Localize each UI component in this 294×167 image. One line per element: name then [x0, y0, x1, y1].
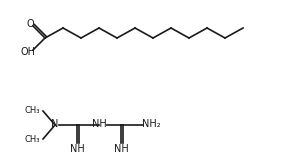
- Text: NH₂: NH₂: [142, 119, 160, 129]
- Text: N: N: [51, 119, 59, 129]
- Text: NH: NH: [92, 119, 106, 129]
- Text: CH₃: CH₃: [24, 106, 40, 115]
- Text: NH: NH: [113, 144, 128, 154]
- Text: OH: OH: [21, 47, 36, 57]
- Text: NH: NH: [70, 144, 84, 154]
- Text: CH₃: CH₃: [24, 135, 40, 144]
- Text: O: O: [26, 19, 34, 29]
